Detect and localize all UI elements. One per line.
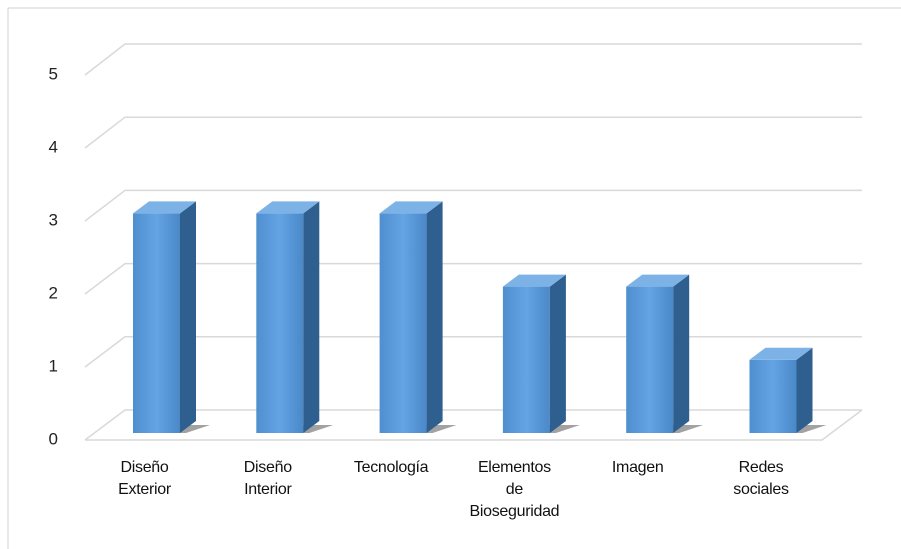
grid-line [84, 262, 862, 295]
bar [749, 347, 827, 433]
y-tick-label: 4 [49, 137, 58, 156]
x-tick-label: Diseño Exterior [118, 459, 171, 498]
x-tick-label: Diseño Interior [243, 459, 292, 498]
bar-front [749, 359, 797, 433]
bar [256, 201, 334, 433]
x-tick-label: Elementos de Bioseguridad [469, 459, 560, 520]
grid-line [84, 336, 862, 368]
bar [379, 201, 457, 433]
bar-top [133, 201, 196, 214]
bar-side [796, 347, 813, 433]
bar-side [303, 201, 320, 433]
y-tick-label: 5 [49, 64, 58, 83]
grid-line [84, 116, 862, 149]
bar-front [133, 213, 180, 433]
y-tick-label: 3 [49, 210, 58, 229]
bar-side [426, 201, 443, 433]
bar [626, 274, 704, 433]
bar-top [502, 274, 566, 287]
y-tick-label: 0 [49, 429, 58, 448]
bar-top [749, 347, 813, 360]
bar-side [673, 274, 690, 433]
x-tick-label: Redes sociales [733, 459, 789, 498]
x-tick-label: Imagen [611, 459, 664, 476]
bar-top [379, 201, 443, 214]
bar-top [256, 201, 320, 214]
grid-line [84, 189, 862, 222]
bar-front [502, 286, 550, 433]
bar [502, 274, 580, 433]
bar-side [180, 201, 196, 433]
floor-edge [85, 409, 863, 441]
bar [133, 201, 210, 433]
grid-line [84, 43, 862, 76]
y-tick-label: 1 [49, 356, 58, 375]
bar-side [549, 274, 566, 433]
bar-front [626, 286, 674, 433]
bar-front [256, 213, 304, 433]
x-tick-label: Tecnología [353, 459, 429, 476]
grid-line [84, 409, 862, 441]
y-tick-label: 2 [49, 283, 58, 302]
bar-top [626, 274, 690, 287]
bar-front [379, 213, 427, 433]
